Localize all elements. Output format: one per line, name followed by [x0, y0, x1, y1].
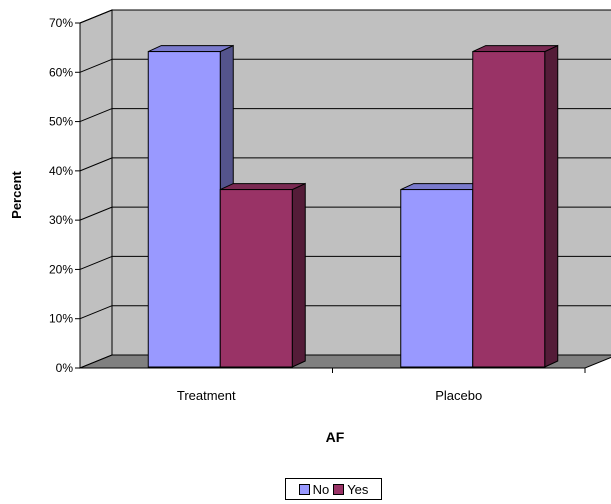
- legend-label-yes: Yes: [347, 481, 369, 497]
- x-tick-label: Placebo: [435, 388, 482, 403]
- bar-no-0: [147, 51, 221, 368]
- bar-yes-1: [472, 51, 546, 368]
- side-wall: [79, 9, 113, 369]
- legend: No Yes: [285, 478, 382, 500]
- bar-top-yes-0: [220, 183, 306, 191]
- y-tick-label: 50%: [49, 115, 73, 129]
- legend-swatch-yes: [333, 483, 345, 495]
- legend-swatch-no: [298, 483, 310, 495]
- y-tick-labels: 0% 10% 20% 30% 40% 50% 60% 70%: [49, 16, 73, 375]
- legend-item-yes: Yes: [333, 482, 368, 497]
- gridline-side: [79, 9, 113, 24]
- bar-side-yes-0: [291, 182, 306, 368]
- y-tick-label: 10%: [49, 312, 73, 326]
- bar-side-yes-1: [544, 44, 559, 368]
- gridline-side: [79, 157, 113, 172]
- y-tick-label: 30%: [49, 213, 73, 227]
- y-tick-label: 60%: [49, 65, 73, 79]
- y-tick-label: 20%: [49, 262, 73, 276]
- bars: [147, 44, 559, 368]
- legend-item-no: No: [298, 481, 330, 497]
- bar-no-1: [400, 189, 474, 368]
- bar-top-no-0: [148, 45, 234, 53]
- axes: [75, 22, 586, 373]
- bar-top-yes-1: [472, 45, 558, 53]
- gridline-side: [79, 206, 113, 221]
- x-axis-label: AF: [326, 429, 345, 445]
- x-tick-labels: Treatment Placebo: [177, 388, 482, 403]
- gridline-side: [79, 58, 113, 73]
- y-tick-label: 40%: [49, 164, 73, 178]
- gridline-side: [79, 255, 113, 270]
- y-tick-label: 70%: [49, 16, 73, 30]
- gridline-side: [79, 108, 113, 123]
- y-tick-label: 0%: [56, 361, 74, 375]
- y-axis-label: Percent: [9, 170, 24, 218]
- gridline-side: [79, 305, 113, 320]
- x-tick-label: Treatment: [177, 388, 236, 403]
- bar-yes-0: [219, 189, 293, 368]
- legend-label-no: No: [312, 481, 330, 497]
